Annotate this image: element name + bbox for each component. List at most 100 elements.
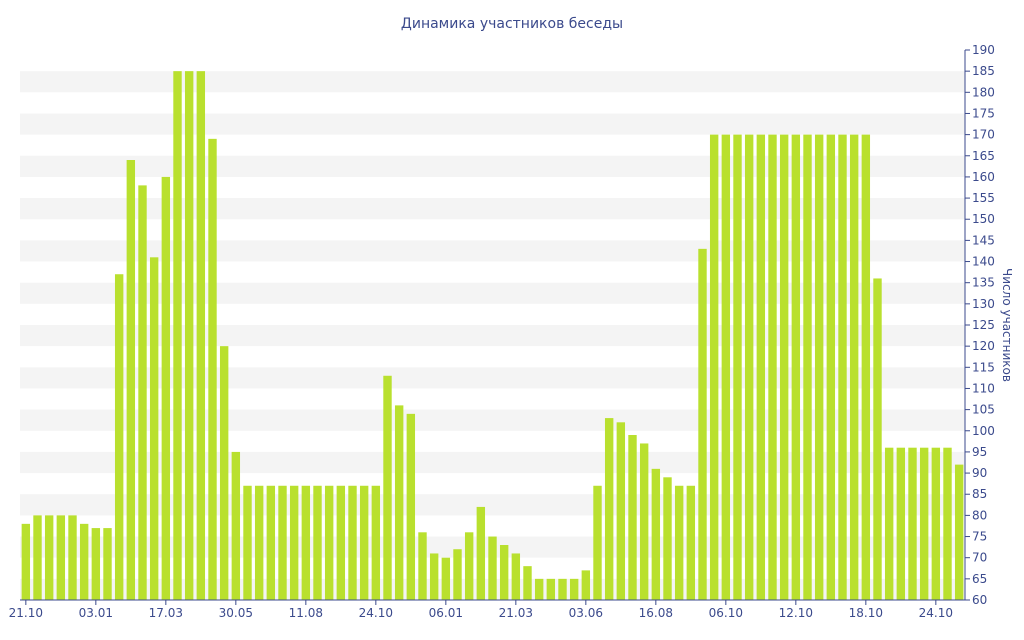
bar	[931, 447, 941, 600]
bar	[558, 578, 567, 600]
x-tick-label: 03.06	[569, 606, 603, 620]
bar	[371, 485, 381, 600]
bar	[429, 553, 439, 600]
bar	[803, 134, 812, 600]
bar	[324, 485, 334, 600]
x-tick-label: 12.10	[779, 606, 813, 620]
bar	[604, 418, 614, 600]
bar	[499, 545, 509, 600]
y-tick-label: 145	[972, 233, 995, 247]
x-tick-label: 24.10	[919, 606, 953, 620]
y-tick-label: 70	[972, 551, 987, 565]
y-tick-label: 65	[972, 572, 987, 586]
bar	[161, 176, 171, 601]
bar	[674, 485, 684, 600]
bar	[628, 435, 637, 600]
y-tick-label: 130	[972, 297, 995, 311]
bar	[709, 134, 719, 600]
x-axis-ticks: 21.10 03.01 17.03 30.05 11.08 24.10 06.01 21.03…	[9, 600, 953, 620]
bar	[359, 485, 369, 600]
bar	[418, 532, 427, 600]
bar	[768, 134, 777, 600]
bar	[44, 515, 54, 600]
y-tick-label: 185	[972, 64, 995, 78]
bar	[744, 134, 754, 600]
x-tick-label: 06.01	[429, 606, 463, 620]
y-tick-label: 85	[972, 487, 987, 501]
x-tick-label: 03.01	[79, 606, 113, 620]
x-tick-label: 21.10	[9, 606, 43, 620]
bar	[954, 464, 964, 600]
y-axis-title: Число участников	[1000, 268, 1014, 382]
y-tick-label: 75	[972, 530, 987, 544]
bar	[733, 134, 742, 600]
bars-group	[21, 71, 964, 601]
bar	[534, 578, 544, 600]
y-tick-label: 90	[972, 466, 987, 480]
bar	[593, 485, 602, 600]
chart-title: Динамика участников беседы	[401, 16, 623, 32]
y-tick-label: 115	[972, 360, 995, 374]
y-tick-label: 125	[972, 318, 995, 332]
bar	[231, 451, 241, 600]
x-tick-label: 16.08	[639, 606, 673, 620]
bar	[581, 570, 591, 600]
bar	[21, 523, 31, 600]
x-tick-label: 06.10	[709, 606, 743, 620]
bar	[196, 71, 206, 600]
bar	[838, 134, 847, 600]
bar	[814, 134, 824, 600]
bar	[103, 528, 112, 600]
y-tick-label: 190	[972, 43, 995, 57]
bar	[91, 528, 101, 600]
bar	[826, 134, 836, 600]
y-tick-label: 135	[972, 276, 995, 290]
y-tick-label: 180	[972, 85, 995, 99]
x-tick-label: 30.05	[219, 606, 253, 620]
bar	[114, 274, 124, 600]
bar	[663, 477, 672, 600]
bar	[336, 485, 346, 600]
grid-band	[20, 113, 965, 135]
y-tick-label: 155	[972, 191, 995, 205]
bar	[126, 160, 136, 600]
y-tick-label: 110	[972, 381, 995, 395]
bar	[639, 443, 649, 600]
bar	[511, 553, 521, 600]
bar	[243, 485, 252, 600]
bar	[488, 536, 497, 600]
bar	[173, 71, 182, 600]
x-tick-label: 21.03	[499, 606, 533, 620]
bar	[68, 515, 77, 600]
y-tick-label: 60	[972, 593, 987, 607]
bar	[523, 566, 532, 600]
bar	[313, 485, 322, 600]
y-tick-label: 120	[972, 339, 995, 353]
grid-band	[20, 71, 965, 93]
bar	[651, 468, 661, 600]
y-tick-label: 160	[972, 170, 995, 184]
bar	[301, 485, 311, 600]
bar	[464, 532, 474, 600]
bar	[849, 134, 859, 600]
y-tick-label: 80	[972, 508, 987, 522]
y-tick-label: 175	[972, 106, 995, 120]
bar	[219, 346, 229, 600]
bar	[56, 515, 66, 600]
bar	[138, 185, 147, 600]
bar	[278, 485, 287, 600]
bar	[453, 549, 462, 600]
bar	[873, 278, 882, 600]
bar	[779, 134, 789, 600]
bar	[698, 248, 707, 600]
bar	[884, 447, 894, 600]
bar	[616, 422, 626, 600]
bar	[348, 485, 357, 600]
bar	[686, 485, 696, 600]
bar	[943, 447, 952, 600]
bar	[476, 506, 486, 600]
bar	[919, 447, 929, 600]
y-tick-label: 170	[972, 128, 995, 142]
